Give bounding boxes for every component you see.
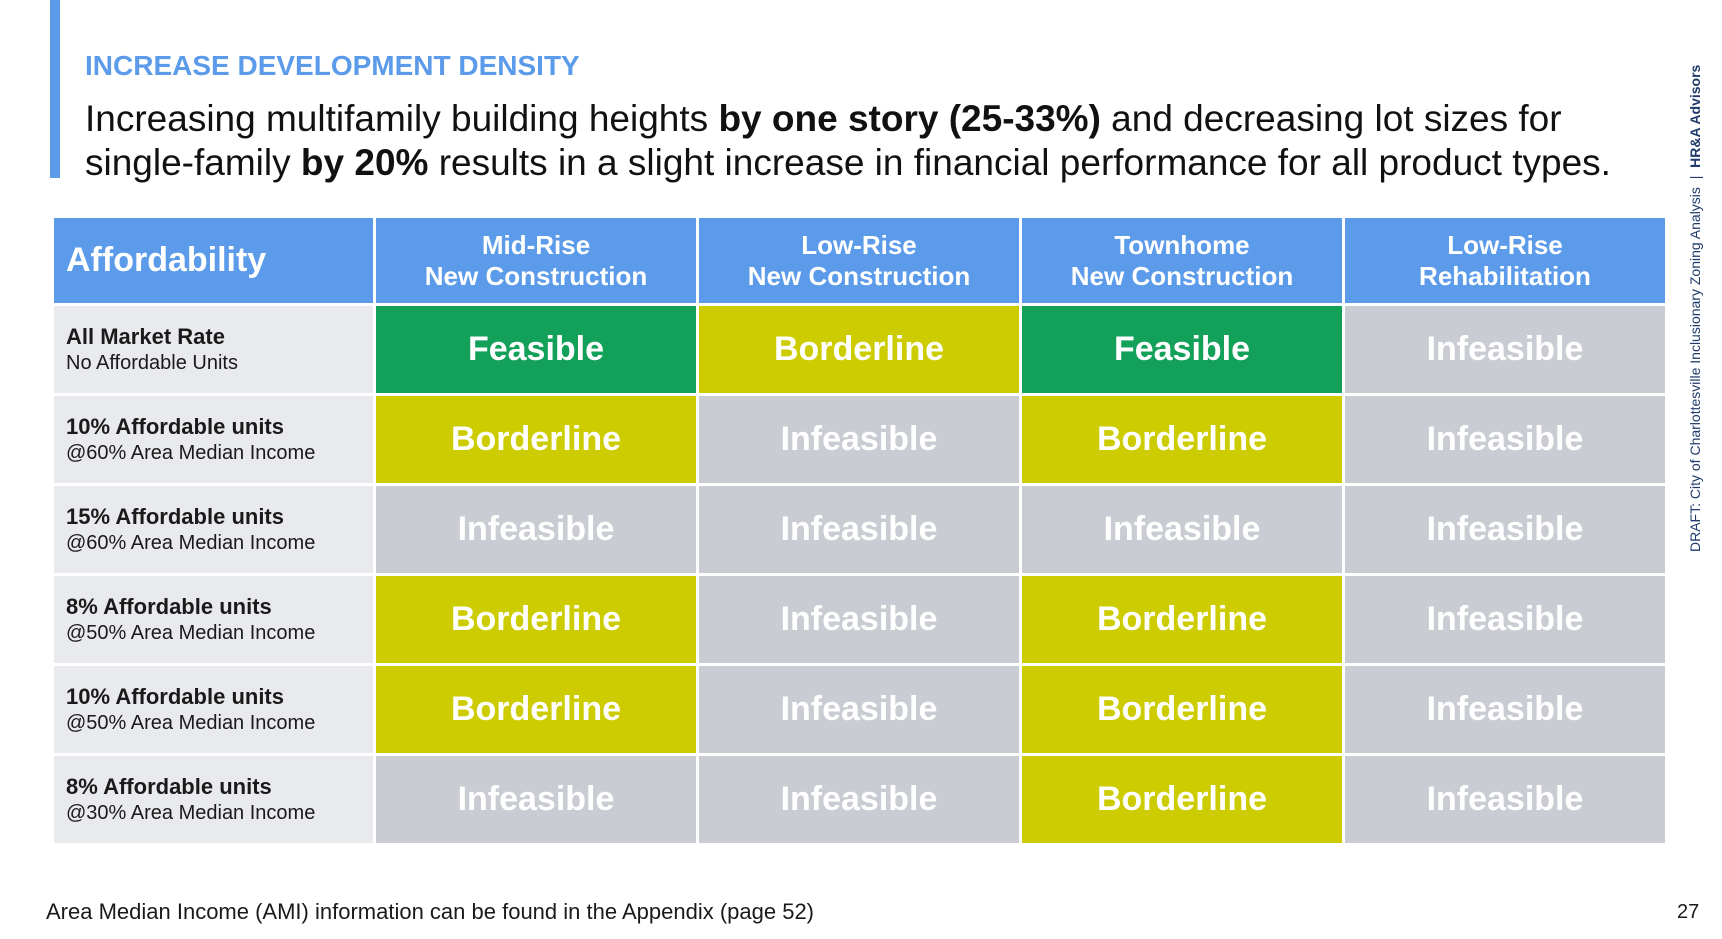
row-title: 8% Affordable units xyxy=(66,774,272,799)
column-header-line: Mid-Rise xyxy=(481,229,591,260)
table-row: 10% Affordable units @60% Area Median Inc… xyxy=(51,393,1668,486)
table-row: 8% Affordable units @50% Area Median Inco… xyxy=(51,573,1668,666)
status-cell: Infeasible xyxy=(696,573,1022,666)
status-cell: Feasible xyxy=(373,303,699,396)
page-number: 27 xyxy=(1677,901,1700,923)
title-bold: by 20% xyxy=(300,142,429,183)
status-cell: Borderline xyxy=(696,303,1022,396)
row-subtitle: @30% Area Median Income xyxy=(66,802,316,824)
status-cell: Borderline xyxy=(373,663,699,756)
status-cell: Infeasible xyxy=(1342,483,1668,576)
status-cell: Borderline xyxy=(373,573,699,666)
row-label: 15% Affordable units @60% Area Median Inc… xyxy=(51,483,376,576)
status-cell: Infeasible xyxy=(1342,663,1668,756)
title-text: results in a slight increase in financia… xyxy=(428,142,1611,183)
status-cell: Borderline xyxy=(373,393,699,486)
column-header-line: New Construction xyxy=(747,260,971,291)
column-header: Townhome New Construction xyxy=(1019,215,1345,306)
title-text: Increasing multifamily building heights xyxy=(85,98,719,139)
status-cell: Infeasible xyxy=(373,753,699,846)
feasibility-table: Affordability Mid-Rise New Construction Low… xyxy=(51,215,1668,846)
row-subtitle: @60% Area Median Income xyxy=(66,442,316,464)
row-label: All Market Rate No Affordable Units xyxy=(51,303,376,396)
org-label: HR&A Advisors xyxy=(1687,64,1703,168)
row-label: 10% Affordable units @50% Area Median Inc… xyxy=(51,663,376,756)
status-cell: Borderline xyxy=(1019,573,1345,666)
kicker: INCREASE DEVELOPMENT DENSITY xyxy=(85,50,580,81)
accent-bar xyxy=(50,0,60,178)
row-subtitle: @50% Area Median Income xyxy=(66,712,316,734)
status-cell: Infeasible xyxy=(696,663,1022,756)
side-label: DRAFT: City of Charlottesville Inclusion… xyxy=(1687,65,1703,552)
status-cell: Infeasible xyxy=(1019,483,1345,576)
row-label: 10% Affordable units @60% Area Median Inc… xyxy=(51,393,376,486)
status-cell: Borderline xyxy=(1019,663,1345,756)
title-line: single-family by 20% results in a slight… xyxy=(85,141,1611,185)
row-subtitle: @50% Area Median Income xyxy=(66,622,316,644)
column-header-line: Townhome xyxy=(1114,229,1250,260)
title-text: and decreasing lot sizes for xyxy=(1100,98,1562,139)
column-header: Low-Rise New Construction xyxy=(696,215,1022,306)
column-header-line: New Construction xyxy=(424,260,648,291)
status-cell: Infeasible xyxy=(1342,393,1668,486)
column-header: Low-Rise Rehabilitation xyxy=(1342,215,1668,306)
table-row: 15% Affordable units @60% Area Median Inc… xyxy=(51,483,1668,576)
separator: | xyxy=(1687,175,1703,180)
status-cell: Infeasible xyxy=(696,753,1022,846)
column-header-line: New Construction xyxy=(1070,260,1294,291)
status-cell: Infeasible xyxy=(1342,573,1668,666)
row-subtitle: @60% Area Median Income xyxy=(66,532,316,554)
column-header-line: Low-Rise xyxy=(1447,229,1563,260)
title-text: single-family xyxy=(85,142,301,183)
corner-header: Affordability xyxy=(51,215,376,306)
status-cell: Infeasible xyxy=(696,393,1022,486)
status-cell: Borderline xyxy=(1019,753,1345,846)
row-label: 8% Affordable units @30% Area Median Inco… xyxy=(51,753,376,846)
column-header-line: Rehabilitation xyxy=(1419,260,1591,291)
status-cell: Feasible xyxy=(1019,303,1345,396)
row-title: 15% Affordable units xyxy=(66,504,284,529)
title-line: Increasing multifamily building heights … xyxy=(85,97,1611,141)
row-title: 8% Affordable units xyxy=(66,594,272,619)
status-cell: Borderline xyxy=(1019,393,1345,486)
status-cell: Infeasible xyxy=(1342,303,1668,396)
draft-label: DRAFT: City of Charlottesville Inclusion… xyxy=(1687,187,1703,552)
status-cell: Infeasible xyxy=(373,483,699,576)
status-cell: Infeasible xyxy=(1342,753,1668,846)
row-subtitle: No Affordable Units xyxy=(66,352,238,374)
row-title: All Market Rate xyxy=(66,324,225,349)
row-label: 8% Affordable units @50% Area Median Inco… xyxy=(51,573,376,666)
column-header-line: Low-Rise xyxy=(801,229,917,260)
title: Increasing multifamily building heights … xyxy=(85,97,1611,185)
table-row: 10% Affordable units @50% Area Median Inc… xyxy=(51,663,1668,756)
status-cell: Infeasible xyxy=(696,483,1022,576)
table-row: 8% Affordable units @30% Area Median Inco… xyxy=(51,753,1668,846)
column-header: Mid-Rise New Construction xyxy=(373,215,699,306)
footnote: Area Median Income (AMI) information can… xyxy=(46,899,815,924)
title-bold: by one story (25-33%) xyxy=(718,98,1101,139)
table-row: All Market Rate No Affordable Units Feasib… xyxy=(51,303,1668,396)
row-title: 10% Affordable units xyxy=(66,414,284,439)
row-title: 10% Affordable units xyxy=(66,684,284,709)
